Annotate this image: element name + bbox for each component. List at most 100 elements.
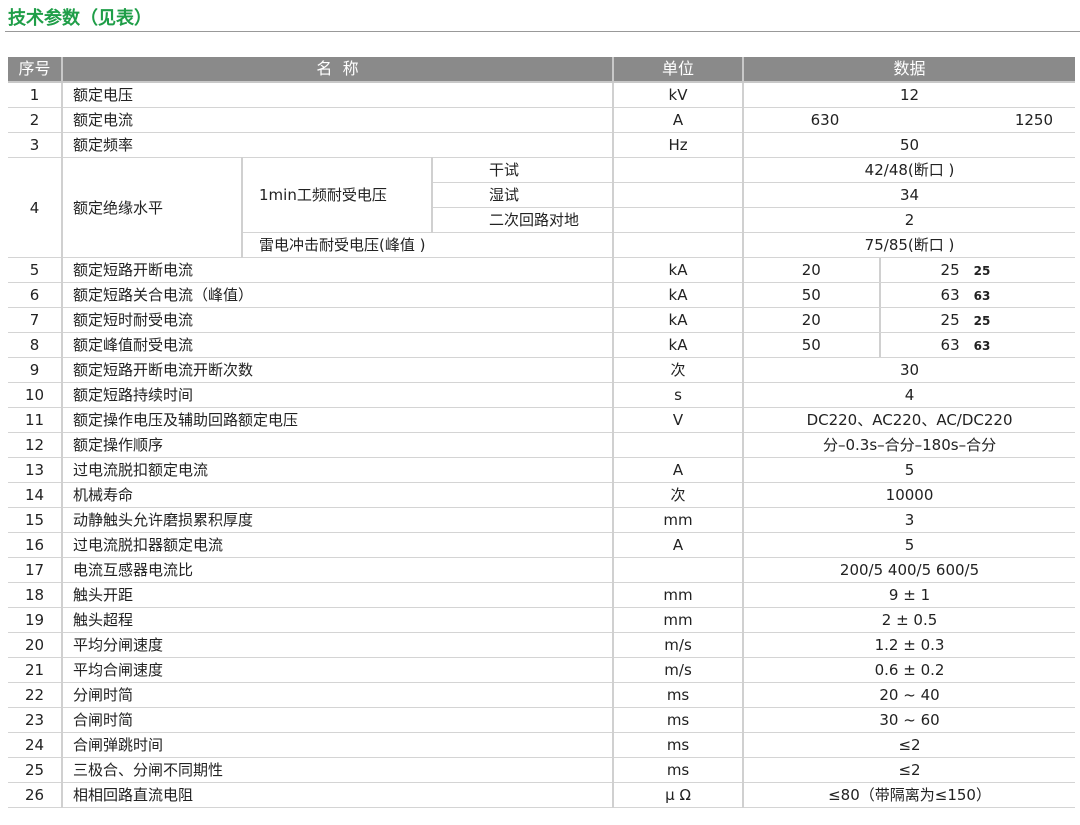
sub-name-cell: 湿试 [432,182,615,208]
value-cell: 20 25 25 [743,307,1076,333]
name-cell: 额定短路持续时间 [62,382,615,408]
value-a: 20 [801,261,821,279]
value-cell: 2 [743,207,1076,233]
table-row: 20 平均分闸速度 m/s 1.2 ± 0.3 [8,632,1076,658]
seq-cell: 25 [8,757,63,783]
spec-table: 序号 名 称 单位 数据 1 额定电压 kV 12 2 额定电流 A 630 12… [8,57,1076,808]
header-unit: 单位 [613,57,745,83]
value-cell: ≤2 [743,757,1076,783]
unit-cell: V [613,407,745,433]
value-cell: 50 63 63 [743,332,1076,358]
value-b: 25 [940,261,960,279]
seq-cell: 13 [8,457,63,483]
seq-cell: 20 [8,632,63,658]
seq-cell: 4 [8,157,63,258]
unit-cell: s [613,382,745,408]
table-row: 8 额定峰值耐受电流 kA 50 63 63 [8,332,1076,358]
unit-cell: Hz [613,132,745,158]
value-a: 20 [801,311,821,329]
value-cell: 200/5 400/5 600/5 [743,557,1076,583]
seq-cell: 8 [8,332,63,358]
seq-cell: 9 [8,357,63,383]
name-cell: 机械寿命 [62,482,615,508]
value-cell: 30 [743,357,1076,383]
value-b: 63 [940,336,960,354]
table-row: 17 电流互感器电流比 200/5 400/5 600/5 [8,557,1076,583]
sub-name-cell: 雷电冲击耐受电压(峰值 ) [242,232,615,258]
name-cell: 过电流脱扣额定电流 [62,457,615,483]
name-cell: 动静触头允许磨损累积厚度 [62,507,615,533]
table-row: 15 动静触头允许磨损累积厚度 mm 3 [8,507,1076,533]
value-a: 50 [801,286,821,304]
value-b: 63 [940,286,960,304]
value-cell: ≤80（带隔离为≤150） [743,782,1076,808]
unit-cell: mm [613,582,745,608]
name-cell: 平均合闸速度 [62,657,615,683]
value-cell: 4 [743,382,1076,408]
value-cell: 9 ± 1 [743,582,1076,608]
value-cell: 12 [743,82,1076,108]
page-title: 技术参数（见表） [8,8,152,29]
value-c: 25 [973,264,991,278]
divider [5,31,1080,32]
table-row: 3 额定频率 Hz 50 [8,132,1076,158]
seq-cell: 2 [8,107,63,133]
unit-cell: ms [613,757,745,783]
table-row: 10 额定短路持续时间 s 4 [8,382,1076,408]
value-cell: 5 [743,457,1076,483]
sub-name-cell: 干试 [432,157,615,183]
name-cell: 额定电压 [62,82,615,108]
unit-cell [613,232,745,258]
table-row: 21 平均合闸速度 m/s 0.6 ± 0.2 [8,657,1076,683]
seq-cell: 15 [8,507,63,533]
table-header: 序号 名 称 单位 数据 [8,57,1076,83]
value-cell: 1.2 ± 0.3 [743,632,1076,658]
table-row: 11 额定操作电压及辅助回路额定电压 V DC220、AC220、AC/DC220 [8,407,1076,433]
name-cell: 分闸时简 [62,682,615,708]
value-cell: 42/48(断口 ) [743,157,1076,183]
value-cell: 75/85(断口 ) [743,232,1076,258]
table-row: 26 相相回路直流电阻 μ Ω ≤80（带隔离为≤150） [8,782,1076,808]
table-row: 25 三极合、分闸不同期性 ms ≤2 [8,757,1076,783]
seq-cell: 7 [8,307,63,333]
name-cell: 相相回路直流电阻 [62,782,615,808]
value-cell: ≤2 [743,732,1076,758]
name-cell: 额定操作顺序 [62,432,615,458]
value-cell: 10000 [743,482,1076,508]
table-row: 19 触头超程 mm 2 ± 0.5 [8,607,1076,633]
seq-cell: 3 [8,132,63,158]
header-seq: 序号 [8,57,63,83]
table-row: 6 额定短路关合电流（峰值） kA 50 63 63 [8,282,1076,308]
unit-cell: kA [613,332,745,358]
table-row: 1 额定电压 kV 12 [8,82,1076,108]
unit-cell: kA [613,257,745,283]
unit-cell: ms [613,682,745,708]
unit-cell [613,432,745,458]
unit-cell: A [613,457,745,483]
seq-cell: 24 [8,732,63,758]
table-row: 22 分闸时简 ms 20 ~ 40 [8,682,1076,708]
value-cell: 50 63 63 [743,282,1076,308]
value-cell: 分–0.3s–合分–180s–合分 [743,432,1076,458]
value-cell: 34 [743,182,1076,208]
seq-cell: 1 [8,82,63,108]
seq-cell: 11 [8,407,63,433]
value-cell: 50 [743,132,1076,158]
name-cell: 三极合、分闸不同期性 [62,757,615,783]
table-row: 9 额定短路开断电流开断次数次 30 [8,357,1076,383]
unit-cell: kA [613,307,745,333]
header-data: 数据 [743,57,1076,83]
seq-cell: 21 [8,657,63,683]
unit-cell: μ Ω [613,782,745,808]
table-row: 4 额定绝缘水平 1min工频耐受电压 干试 42/48(断口 ) [8,157,1076,258]
value-a: 50 [801,336,821,354]
unit-cell [613,207,745,233]
name-cell: 额定短路开断电流开断次数 [62,357,615,383]
table-row: 二次回路对地 2 [8,207,1076,233]
value-1250: 1250 [1014,111,1054,129]
name-cell: 额定短路开断电流 [62,257,615,283]
unit-cell [613,557,745,583]
value-cell: 20 ~ 40 [743,682,1076,708]
unit-cell: ms [613,707,745,733]
seq-cell: 22 [8,682,63,708]
